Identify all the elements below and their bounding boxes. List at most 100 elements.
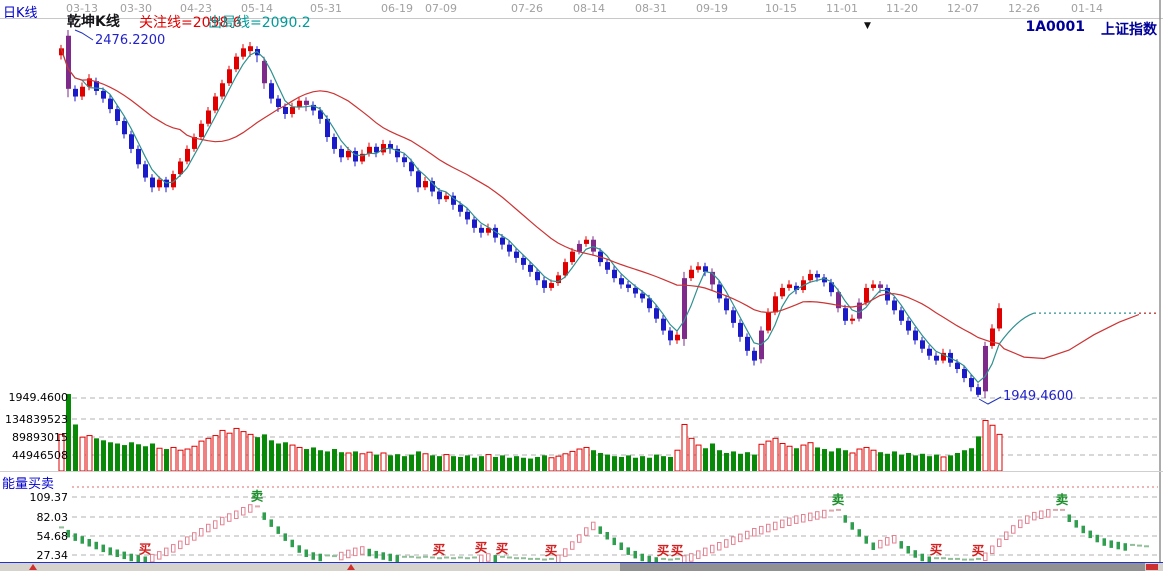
volume-bar-down — [906, 452, 911, 471]
oscillator-bar-down — [1088, 530, 1092, 539]
candle-body — [248, 46, 253, 52]
candle-body — [850, 318, 855, 321]
volume-bar-down — [745, 452, 750, 471]
bottom-panel-divider — [0, 562, 1163, 563]
candle-body — [304, 100, 309, 105]
oscillator-bar-up — [822, 509, 827, 519]
chevron-down-icon[interactable]: ▼ — [864, 21, 871, 31]
volume-bar-up — [485, 454, 492, 472]
date-tick-label: 03-30 — [120, 2, 152, 15]
volume-bar-down — [892, 451, 897, 471]
date-tick-label: 09-19 — [696, 2, 728, 15]
volume-bar-down — [913, 455, 918, 471]
oscillator-dash — [402, 555, 407, 558]
oscillator-bar-up — [220, 516, 225, 526]
candle-body — [619, 278, 624, 285]
oscillator-bar-down — [640, 553, 644, 562]
volume-bar-down — [500, 455, 505, 471]
volume-bar-down — [969, 448, 974, 471]
candle-body — [983, 345, 988, 392]
volume-bar-down — [416, 451, 421, 471]
candle-body — [815, 273, 820, 278]
candle-body — [563, 262, 568, 276]
volume-bar-up — [422, 453, 429, 472]
oscillator-bar-down — [899, 541, 903, 549]
candle-body — [290, 107, 295, 114]
volume-bar-down — [269, 440, 274, 471]
oscillator-bar-down — [1116, 541, 1120, 550]
candle-body — [906, 320, 911, 331]
oscillator-bar-up — [213, 520, 218, 529]
oscillator-bar-down — [906, 546, 910, 554]
oscillator-bar-up — [185, 536, 190, 545]
volume-bar-down — [430, 455, 435, 471]
candle-body — [766, 312, 771, 331]
oscillator-dash — [1053, 508, 1058, 511]
volume-bar-down — [640, 456, 645, 471]
date-tick-label: 06-19 — [381, 2, 413, 15]
bottom-scrollbar[interactable] — [0, 563, 1163, 571]
volume-bar-down — [927, 456, 932, 471]
oscillator-bar-down — [927, 556, 931, 564]
volume-bar-up — [226, 432, 233, 472]
candle-body — [402, 157, 407, 163]
oscillator-dash — [549, 557, 554, 560]
date-tick-label: 07-09 — [425, 2, 457, 15]
volume-bar-up — [233, 427, 240, 472]
candle-body — [717, 284, 722, 299]
volume-bar-down — [276, 443, 281, 471]
volume-bar-down — [66, 393, 71, 471]
exit-line-label: 出局线=2090.2 — [208, 15, 311, 31]
candle-body — [472, 219, 477, 228]
candle-body — [94, 81, 99, 91]
volume-bar-up — [380, 452, 387, 472]
volume-bar-up — [247, 433, 254, 472]
candle-body — [178, 161, 183, 175]
buy-signal-marker: 买 — [496, 541, 509, 556]
candle-body — [507, 244, 512, 252]
volume-bar-up — [779, 442, 786, 472]
oscillator-bar-up — [577, 534, 582, 543]
volume-bar-up — [548, 457, 555, 472]
volume-bar-up — [569, 450, 576, 472]
volume-bar-up — [170, 446, 177, 472]
volume-bar-down — [129, 442, 134, 471]
candle-body — [122, 120, 127, 135]
volume-bar-down — [262, 434, 267, 471]
date-tick-label: 11-01 — [826, 2, 858, 15]
volume-bar-up — [555, 455, 562, 472]
volume-bar-down — [311, 447, 316, 471]
candle-body — [87, 78, 92, 87]
oscillator-bar-up — [241, 507, 246, 516]
oscillator-bar-down — [1109, 540, 1113, 548]
oscillator-bar-down — [850, 522, 854, 530]
oscillator-dash — [507, 556, 512, 559]
scrollbar-thumb[interactable] — [620, 563, 1145, 571]
high-price-annotation: 2476.2200 — [95, 33, 166, 48]
ma-fast-projection — [998, 312, 1035, 345]
oscillator-bar-up — [885, 537, 890, 546]
volume-bar-down — [73, 424, 78, 471]
volume-bar-up — [443, 454, 450, 472]
oscillator-bar-up — [731, 536, 736, 545]
volume-bar-up — [205, 437, 212, 472]
oscillator-dash — [955, 557, 960, 560]
oscillator-bar-down — [283, 533, 287, 541]
candle-body — [794, 285, 799, 291]
oscillator-dash — [528, 557, 533, 560]
oscillator-bar-up — [990, 545, 995, 554]
candle-body — [731, 310, 736, 323]
oscillator-dash — [1060, 508, 1065, 511]
candle-body — [276, 98, 281, 108]
candle-body — [150, 177, 155, 188]
oscillator-dash — [255, 505, 260, 508]
candle-body — [955, 362, 960, 369]
candle-body — [927, 348, 932, 356]
volume-bar-down — [143, 446, 148, 471]
oscillator-dash — [969, 558, 974, 561]
volume-bar-down — [605, 454, 610, 471]
sell-signal-marker: 卖 — [251, 488, 264, 503]
oscillator-bar-down — [619, 542, 623, 550]
candle-body — [227, 69, 232, 84]
